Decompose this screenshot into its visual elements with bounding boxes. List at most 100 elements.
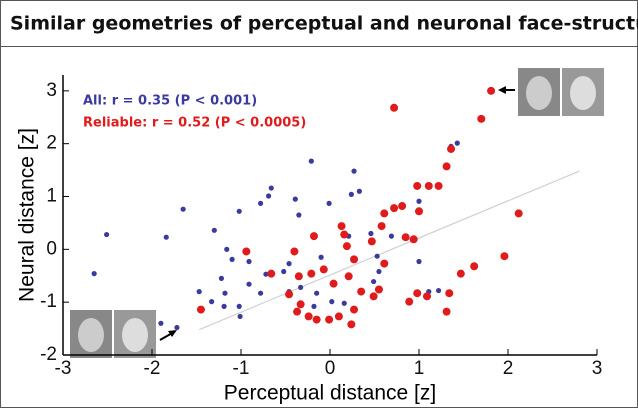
point xyxy=(218,275,225,281)
face-pair-top xyxy=(498,68,604,116)
point xyxy=(456,269,465,278)
point xyxy=(514,209,523,218)
point xyxy=(341,300,347,306)
point xyxy=(398,202,407,211)
y-axis-label: Neural distance [z] xyxy=(16,128,39,302)
point xyxy=(292,196,298,202)
point xyxy=(158,320,164,326)
point xyxy=(180,206,186,212)
point xyxy=(318,254,324,260)
point xyxy=(470,262,479,271)
point xyxy=(350,305,359,314)
point xyxy=(500,252,509,261)
point xyxy=(377,222,386,231)
y-tick-label: 0 xyxy=(46,238,57,259)
point xyxy=(286,261,292,267)
point xyxy=(304,312,313,321)
point xyxy=(296,300,305,309)
point xyxy=(388,233,395,239)
point xyxy=(298,284,304,290)
point xyxy=(334,312,343,321)
point xyxy=(413,289,422,298)
point xyxy=(415,207,423,216)
x-tick-label: 3 xyxy=(592,358,603,379)
point xyxy=(390,204,399,213)
point xyxy=(357,287,366,296)
point xyxy=(326,200,332,206)
point xyxy=(405,297,414,306)
point xyxy=(236,303,242,309)
point xyxy=(477,114,486,123)
point xyxy=(267,269,276,278)
point xyxy=(374,253,380,259)
point xyxy=(424,181,433,190)
point xyxy=(196,289,202,295)
point xyxy=(309,232,318,241)
point xyxy=(242,247,251,256)
point xyxy=(442,162,451,171)
point xyxy=(442,307,451,316)
y-tick-label: 1 xyxy=(46,186,57,207)
title-box xyxy=(0,0,638,47)
point xyxy=(454,140,460,146)
point xyxy=(376,268,382,275)
point xyxy=(487,86,496,95)
point xyxy=(342,242,351,251)
point xyxy=(423,292,432,301)
point xyxy=(211,227,217,233)
point xyxy=(380,209,389,218)
x-tick-label: -2 xyxy=(144,358,161,379)
point xyxy=(311,303,317,309)
point xyxy=(196,305,205,314)
point xyxy=(222,290,228,296)
point xyxy=(246,258,252,265)
face xyxy=(78,318,104,352)
point xyxy=(268,185,274,191)
face xyxy=(570,76,596,110)
point xyxy=(294,272,303,281)
point xyxy=(265,193,272,199)
point xyxy=(237,313,243,320)
point xyxy=(290,247,299,256)
point xyxy=(348,191,354,197)
point xyxy=(445,289,454,298)
arrow-head xyxy=(498,86,506,94)
point xyxy=(351,168,357,174)
y-tick-label: -1 xyxy=(40,291,57,312)
point xyxy=(340,230,349,239)
point xyxy=(314,290,320,296)
face xyxy=(526,76,552,110)
point xyxy=(296,212,302,218)
point xyxy=(368,230,374,237)
point xyxy=(236,208,242,214)
point xyxy=(337,222,346,231)
x-tick-label: 0 xyxy=(325,358,336,379)
point xyxy=(285,290,294,299)
x-tick-label: -1 xyxy=(233,358,250,379)
point xyxy=(307,269,316,278)
point xyxy=(174,324,180,331)
point xyxy=(416,198,422,204)
point xyxy=(257,290,264,296)
point xyxy=(416,258,422,265)
point xyxy=(356,188,362,194)
annotation: Reliable: r = 0.52 (P < 0.0005) xyxy=(83,116,306,131)
point xyxy=(390,103,399,112)
point xyxy=(380,259,389,268)
arrow-head xyxy=(168,330,177,337)
point xyxy=(367,237,376,246)
y-tick-label: 2 xyxy=(46,133,57,154)
point xyxy=(325,315,334,324)
y-tick-label: 3 xyxy=(46,80,57,101)
point xyxy=(350,255,359,264)
point xyxy=(434,181,443,190)
point xyxy=(263,271,269,277)
point xyxy=(435,287,442,294)
point xyxy=(229,256,235,262)
point xyxy=(91,271,97,277)
y-tick-label: -2 xyxy=(40,344,57,365)
annotation: All: r = 0.35 (P < 0.001) xyxy=(83,94,257,109)
point xyxy=(221,303,227,309)
